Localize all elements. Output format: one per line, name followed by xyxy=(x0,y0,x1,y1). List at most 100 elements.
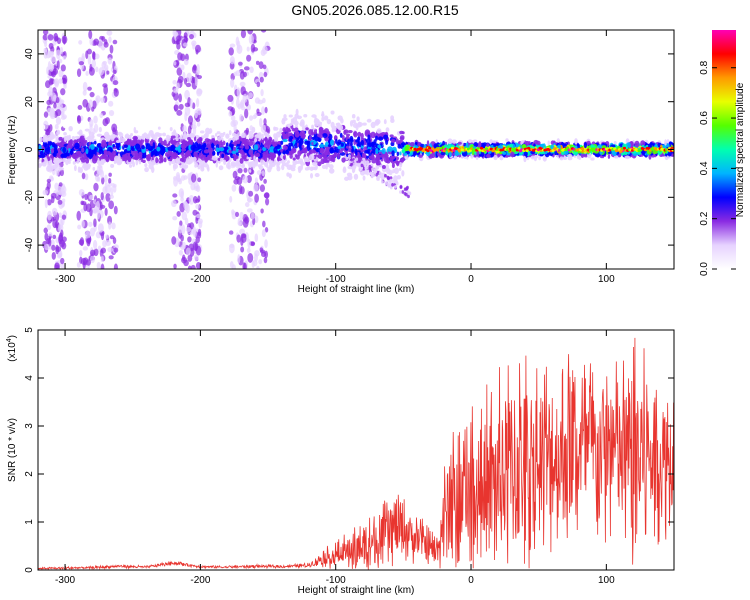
heatmap-cell xyxy=(76,160,80,164)
heatmap-cell xyxy=(396,160,400,167)
heatmap-cell xyxy=(294,113,299,119)
heatmap-cell xyxy=(403,192,407,196)
heatmap-cell xyxy=(180,196,184,202)
heatmap-cell xyxy=(254,250,260,257)
heatmap-cell xyxy=(305,127,309,131)
heatmap-cell xyxy=(112,237,117,244)
heatmap-cell xyxy=(84,173,89,181)
heatmap-cell xyxy=(237,254,241,264)
heatmap-cell xyxy=(391,183,394,187)
heatmap-cell xyxy=(250,241,256,247)
heatmap-cell xyxy=(332,126,337,132)
heatmap-cell xyxy=(391,150,395,157)
heatmap-cell xyxy=(84,128,90,132)
heatmap-cell xyxy=(50,195,55,204)
heatmap-cell xyxy=(337,115,343,121)
heatmap-cell xyxy=(622,146,627,150)
heatmap-cell xyxy=(128,163,133,168)
heatmap-cell xyxy=(376,159,379,166)
heatmap-cell xyxy=(288,114,293,118)
heatmap-cell xyxy=(407,194,410,199)
heatmap-cell xyxy=(229,195,233,203)
heatmap-cell xyxy=(381,147,386,155)
heatmap-cell xyxy=(214,133,218,137)
heatmap-cell xyxy=(401,170,405,177)
heatmap-cell xyxy=(476,150,480,157)
heatmap-cell xyxy=(169,127,173,132)
heatmap-cell xyxy=(100,263,105,269)
heatmap-cell xyxy=(366,171,369,176)
heatmap-cell xyxy=(369,155,375,160)
heatmap-cell xyxy=(383,134,389,140)
heatmap-cell xyxy=(155,157,159,164)
heatmap-cell xyxy=(82,89,87,96)
heatmap-cell xyxy=(364,160,370,166)
heatmap-cell xyxy=(63,131,67,136)
heatmap-cell xyxy=(68,134,71,140)
x-tick-label: -100 xyxy=(326,274,346,285)
heatmap-cell xyxy=(292,157,296,161)
heatmap-cell xyxy=(534,154,539,159)
heatmap-cell xyxy=(54,221,60,229)
heatmap-cell xyxy=(423,144,427,149)
heatmap-cell xyxy=(106,70,110,75)
heatmap-cell xyxy=(48,160,53,165)
spectrogram-heatmap xyxy=(38,30,674,269)
x-tick-label: -200 xyxy=(190,274,210,285)
colorbar-tick-label: 0.6 xyxy=(699,111,710,125)
heatmap-cell xyxy=(199,130,205,134)
heatmap-cell xyxy=(62,146,67,154)
heatmap-cell xyxy=(254,137,258,143)
heatmap-cell xyxy=(248,149,254,156)
heatmap-cell xyxy=(101,139,107,146)
heatmap-cell xyxy=(167,149,173,156)
heatmap-cell xyxy=(123,153,128,159)
heatmap-cell xyxy=(93,140,97,145)
heatmap-cell xyxy=(391,111,397,115)
spectrogram-x-label: Height of straight line (km) xyxy=(298,284,415,295)
heatmap-cell xyxy=(85,158,90,164)
heatmap-cell xyxy=(267,166,272,173)
heatmap-cell xyxy=(57,199,63,205)
heatmap-cell xyxy=(276,161,281,166)
heatmap-cell xyxy=(50,113,56,120)
x-tick-label: -200 xyxy=(190,575,210,586)
heatmap-cell xyxy=(303,114,308,118)
heatmap-cell xyxy=(230,120,236,128)
y-tick-label: 3 xyxy=(24,423,35,429)
heatmap-cell xyxy=(262,160,269,166)
heatmap-cell xyxy=(78,40,83,45)
heatmap-cell xyxy=(113,88,119,97)
heatmap-cell xyxy=(373,170,376,175)
heatmap-cell xyxy=(146,154,152,162)
heatmap-cell xyxy=(47,165,54,172)
heatmap-cell xyxy=(218,147,225,152)
heatmap-cell xyxy=(406,185,409,190)
heatmap-cell xyxy=(360,132,364,140)
heatmap-cell xyxy=(112,150,117,156)
heatmap-cell xyxy=(304,158,308,163)
heatmap-cell xyxy=(177,75,184,84)
heatmap-cell xyxy=(194,242,198,252)
heatmap-cell xyxy=(173,61,177,66)
heatmap-cell xyxy=(242,175,249,184)
heatmap-cell xyxy=(46,99,52,106)
heatmap-cell xyxy=(211,138,216,144)
heatmap-cell xyxy=(261,133,264,140)
heatmap-cell xyxy=(389,134,394,138)
heatmap-cell xyxy=(398,167,402,172)
heatmap-cell xyxy=(58,136,63,141)
heatmap-cell xyxy=(44,143,50,149)
x-tick-label: 100 xyxy=(598,274,615,285)
heatmap-cell xyxy=(101,176,105,185)
heatmap-cell xyxy=(360,163,364,168)
heatmap-cell xyxy=(119,137,125,143)
heatmap-cell xyxy=(376,156,381,161)
heatmap-cell xyxy=(574,138,578,145)
heatmap-cell xyxy=(326,118,332,125)
heatmap-cell xyxy=(390,118,395,124)
heatmap-cell xyxy=(56,152,62,158)
heatmap-cell xyxy=(152,141,156,149)
